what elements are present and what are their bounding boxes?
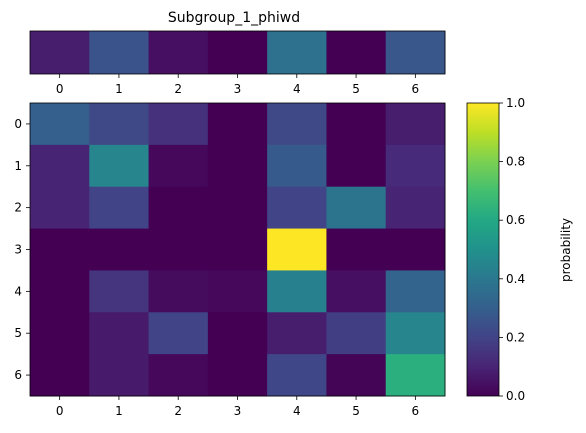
main-x-tick-label: 5 <box>352 404 360 418</box>
main-heatmap-cell <box>326 186 387 230</box>
top-heatmap-cell <box>89 31 150 74</box>
main-heatmap-cell <box>148 312 209 355</box>
main-heatmap-cell <box>385 312 446 355</box>
main-y-tick-label: 1 <box>14 159 22 173</box>
main-heatmap-cell <box>385 144 446 188</box>
main-heatmap-cell <box>267 144 327 188</box>
main-heatmap-cell <box>207 186 268 230</box>
main-heatmap-cell <box>326 270 387 313</box>
main-heatmap-cell <box>267 354 327 397</box>
main-heatmap-cell <box>30 186 90 230</box>
main-heatmap-cell <box>267 312 327 355</box>
main-heatmap-cell <box>30 354 90 397</box>
top-x-tick-label: 3 <box>234 82 242 96</box>
main-y-tick-label: 0 <box>14 117 22 131</box>
main-heatmap-cell <box>267 228 327 271</box>
main-heatmap-cell <box>207 103 268 146</box>
main-y-tick-label: 3 <box>14 243 22 257</box>
colorbar-label: probability <box>559 218 573 282</box>
main-heatmap-cell <box>326 103 387 146</box>
colorbar-tick-label: 0.4 <box>506 272 525 286</box>
main-heatmap-cell <box>207 354 268 397</box>
top-heatmap-cell <box>148 31 209 74</box>
main-heatmap-cell <box>326 354 387 397</box>
main-heatmap-cell <box>89 312 150 355</box>
top-heatmap-cell <box>207 31 268 74</box>
main-y-tick-label: 2 <box>14 201 22 215</box>
main-y-tick-label: 6 <box>14 368 22 382</box>
top-heatmap-title: Subgroup_1_phiwd <box>168 10 300 26</box>
main-heatmap-cell <box>207 144 268 188</box>
top-heatmap-x-ticks: 0 1 2 3 4 5 6 <box>56 74 419 96</box>
main-heatmap-y-ticks: 0 1 2 3 4 5 6 <box>14 117 30 382</box>
main-heatmap-cell <box>148 270 209 313</box>
main-heatmap-cell <box>30 270 90 313</box>
main-y-tick-label: 4 <box>14 284 22 298</box>
main-heatmap-cell <box>30 144 90 188</box>
main-y-tick-label: 5 <box>14 326 22 340</box>
main-heatmap-cell <box>207 270 268 313</box>
main-heatmap-cell <box>385 270 446 313</box>
top-x-tick-label: 5 <box>352 82 360 96</box>
main-heatmap-cell <box>89 270 150 313</box>
main-heatmap-cell <box>267 186 327 230</box>
main-heatmap-cell <box>30 228 90 271</box>
main-heatmap-cell <box>30 103 90 146</box>
main-heatmap-cell <box>326 312 387 355</box>
main-heatmap-cell <box>148 228 209 271</box>
main-heatmap-cell <box>89 103 150 146</box>
top-heatmap-cells <box>30 31 446 74</box>
main-x-tick-label: 4 <box>293 404 301 418</box>
top-heatmap-cell <box>267 31 327 74</box>
main-heatmap-cell <box>326 144 387 188</box>
top-x-tick-label: 4 <box>293 82 301 96</box>
main-heatmap-cell <box>89 228 150 271</box>
main-heatmap-cell <box>30 312 90 355</box>
main-x-tick-label: 6 <box>412 404 420 418</box>
main-heatmap-cell <box>148 144 209 188</box>
main-heatmap-cell <box>385 103 446 146</box>
main-heatmap-cell <box>148 354 209 397</box>
main-heatmap-cell <box>207 312 268 355</box>
top-x-tick-label: 6 <box>412 82 420 96</box>
colorbar-ticks: 0.0 0.2 0.4 0.6 0.8 1.0 <box>499 96 525 403</box>
main-heatmap-cell <box>89 186 150 230</box>
main-x-tick-label: 2 <box>174 404 182 418</box>
colorbar-tick-label: 0.0 <box>506 389 525 403</box>
colorbar-tick-label: 0.6 <box>506 213 525 227</box>
top-heatmap-cell <box>385 31 446 74</box>
main-heatmap-cell <box>148 186 209 230</box>
main-heatmap-cell <box>148 103 209 146</box>
main-heatmap-cell <box>207 228 268 271</box>
main-x-tick-label: 0 <box>56 404 64 418</box>
main-heatmap-cell <box>89 354 150 397</box>
main-heatmap-cell <box>385 228 446 271</box>
main-heatmap-x-ticks: 0 1 2 3 4 5 6 <box>56 396 419 418</box>
main-heatmap-cell <box>89 144 150 188</box>
main-heatmap-cell <box>326 228 387 271</box>
top-x-tick-label: 0 <box>56 82 64 96</box>
top-x-tick-label: 2 <box>174 82 182 96</box>
main-x-tick-label: 3 <box>234 404 242 418</box>
main-x-tick-label: 1 <box>115 404 123 418</box>
main-heatmap-cell <box>385 354 446 397</box>
main-heatmap-cell <box>267 270 327 313</box>
colorbar-tick-label: 0.8 <box>506 155 525 169</box>
top-heatmap-cell <box>326 31 387 74</box>
colorbar <box>466 102 500 397</box>
main-heatmap-cells <box>30 103 446 397</box>
colorbar-tick-label: 0.2 <box>506 330 525 344</box>
main-heatmap-cell <box>267 103 327 146</box>
colorbar-tick-label: 1.0 <box>506 96 525 110</box>
top-x-tick-label: 1 <box>115 82 123 96</box>
main-heatmap-cell <box>385 186 446 230</box>
top-heatmap-cell <box>30 31 90 74</box>
